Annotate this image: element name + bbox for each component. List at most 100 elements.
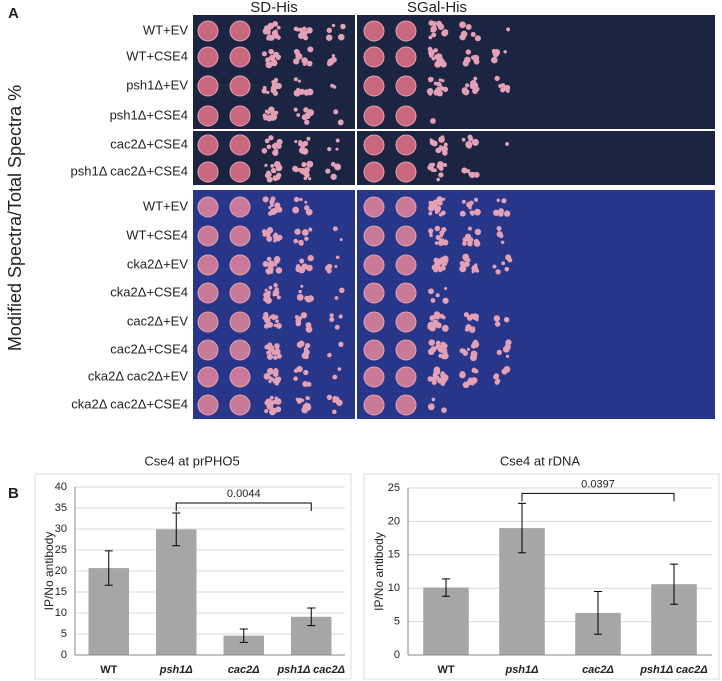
colony <box>298 32 305 39</box>
colony <box>307 254 314 262</box>
colony <box>266 111 271 115</box>
colony <box>262 196 269 203</box>
colony <box>471 138 479 146</box>
row-label: WT+CSE4 <box>126 48 188 63</box>
colony <box>274 35 278 39</box>
colony-spot <box>229 196 251 218</box>
colony <box>434 225 441 232</box>
colony <box>301 406 309 414</box>
colony <box>428 288 434 295</box>
colony <box>430 29 434 33</box>
colony-spot <box>197 46 219 68</box>
colony <box>427 321 435 329</box>
colony <box>265 61 273 69</box>
colony <box>463 312 469 318</box>
colony <box>294 168 299 173</box>
colony <box>329 313 334 318</box>
colony <box>263 373 271 380</box>
y-tick-label: 35 <box>55 502 67 514</box>
colony <box>427 204 435 212</box>
colony <box>463 261 470 268</box>
colony-spot <box>363 75 385 97</box>
colony <box>497 211 504 217</box>
colony-spot <box>395 254 417 276</box>
colony <box>461 137 466 142</box>
colony <box>438 78 442 82</box>
colony <box>269 261 273 266</box>
colony <box>325 168 331 174</box>
colony <box>442 29 449 35</box>
colony <box>501 198 507 204</box>
colony <box>504 266 510 272</box>
colony <box>435 234 441 241</box>
colony-spot <box>197 339 219 361</box>
colony <box>338 287 345 294</box>
colony-spot <box>197 366 219 388</box>
colony <box>471 212 475 216</box>
colony-spot <box>363 254 385 276</box>
colony <box>442 150 448 156</box>
colony <box>441 373 447 379</box>
colony <box>294 140 298 144</box>
colony <box>336 399 343 406</box>
colony <box>327 147 332 152</box>
colony-spot <box>363 161 385 183</box>
colony <box>337 119 344 126</box>
colony <box>294 228 301 235</box>
p-value: 0.0397 <box>581 478 615 490</box>
colony <box>269 315 273 319</box>
colony-spot <box>363 20 385 42</box>
colony <box>434 241 439 245</box>
colony-spot <box>395 282 417 304</box>
significance-bracket <box>521 492 675 502</box>
colony <box>431 264 438 271</box>
colony <box>295 320 302 327</box>
colony <box>264 138 270 144</box>
colony <box>441 266 446 271</box>
colony-spot <box>197 161 219 183</box>
colony <box>305 342 311 349</box>
colony-spot <box>197 225 219 247</box>
colony <box>338 341 344 347</box>
colony <box>340 23 346 30</box>
colony <box>303 369 309 376</box>
colony <box>275 164 283 172</box>
colony <box>304 236 309 241</box>
colony <box>304 119 310 125</box>
colony-spot <box>395 394 417 416</box>
colony <box>430 298 436 303</box>
colony <box>298 146 306 154</box>
colony <box>301 229 309 236</box>
colony <box>495 269 501 275</box>
colony-spot <box>197 282 219 304</box>
colony <box>331 23 336 28</box>
colony <box>296 113 301 117</box>
colony <box>431 32 437 38</box>
colony <box>304 200 308 204</box>
colony <box>332 409 337 415</box>
colony-spot <box>363 105 385 127</box>
colony-spot <box>363 196 385 218</box>
chart-title: Cse4 at prPHO5 <box>144 453 239 468</box>
bar <box>423 587 469 655</box>
colony <box>438 136 445 143</box>
colony-spot <box>197 394 219 416</box>
colony <box>431 397 436 402</box>
colony <box>274 398 282 405</box>
error-bar <box>594 591 602 635</box>
colony <box>431 375 438 382</box>
colony <box>329 316 335 323</box>
colony <box>271 349 278 356</box>
colony-spot <box>229 105 251 127</box>
colony <box>442 352 449 360</box>
colony <box>474 369 479 374</box>
colony <box>428 228 434 234</box>
colony <box>505 354 510 358</box>
colony-spot <box>229 20 251 42</box>
row-label: cka2Δ cac2Δ+EV <box>88 368 188 383</box>
colony <box>459 210 466 217</box>
colony <box>438 145 443 149</box>
colony <box>293 376 298 382</box>
colony <box>269 409 276 416</box>
colony <box>439 85 444 91</box>
